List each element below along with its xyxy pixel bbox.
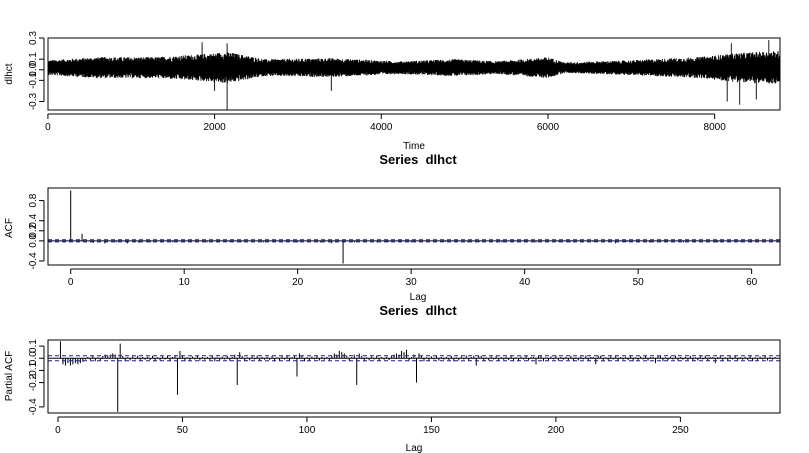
acf-panel: Series dlhct 0 10 20 30 40 50 60 -0.40.00.20.4… xyxy=(4,152,780,303)
pacf-bars xyxy=(48,341,780,412)
x-tick-label: 100 xyxy=(299,425,316,436)
x-tick-label: 0 xyxy=(68,277,74,288)
x-tick-label: 20 xyxy=(292,277,304,288)
x-tick-label: 60 xyxy=(746,277,758,288)
y-tick-label: 0.3 xyxy=(28,31,39,45)
x-tick-label: 50 xyxy=(177,425,189,436)
y-tick-label: 0.4 xyxy=(28,213,39,227)
x-tick-label: 0 xyxy=(55,425,61,436)
x-tick-label: 4000 xyxy=(370,122,393,133)
x-tick-label: 250 xyxy=(672,425,689,436)
y-axis-label: dlhct xyxy=(4,63,15,84)
x-tick-label: 8000 xyxy=(704,122,727,133)
x-tick-label: 30 xyxy=(406,277,418,288)
pacf-title: Series dlhct xyxy=(379,303,457,318)
x-tick-label: 40 xyxy=(519,277,531,288)
x-tick-label: 200 xyxy=(548,425,565,436)
pacf-panel: Series dlhct 0 50 100 150 200 250 -0.4-0.2-0.… xyxy=(4,303,780,453)
x-tick-label: 2000 xyxy=(203,122,226,133)
x-axis-label: Lag xyxy=(410,292,427,303)
acf-title: Series dlhct xyxy=(379,152,457,167)
y-tick-label: 0.1 xyxy=(28,339,39,353)
y-tick-label: -0.4 xyxy=(28,398,39,416)
time-series-panel: 0 2000 4000 6000 8000 -0.3-0.10.00.10.3 Time… xyxy=(4,31,780,152)
series-line-dlhct xyxy=(48,40,780,110)
plot-frame xyxy=(48,340,780,413)
x-tick-label: 0 xyxy=(45,122,51,133)
x-axis-label: Lag xyxy=(406,443,423,453)
x-tick-label: 50 xyxy=(633,277,645,288)
y-axis-label: ACF xyxy=(4,218,15,238)
x-tick-label: 6000 xyxy=(537,122,560,133)
x-tick-label: 10 xyxy=(179,277,191,288)
plot-frame xyxy=(48,188,780,265)
y-tick-label: 0.1 xyxy=(28,52,39,66)
x-tick-label: 150 xyxy=(423,425,440,436)
y-tick-label: -0.4 xyxy=(28,252,39,270)
y-tick-label: -0.3 xyxy=(28,92,39,110)
acf-bars xyxy=(48,191,780,264)
y-tick-label: 0.8 xyxy=(28,193,39,207)
time-series-line xyxy=(48,40,780,110)
x-axis-label: Time xyxy=(403,141,425,152)
y-axis-label: Partial ACF xyxy=(4,351,15,402)
